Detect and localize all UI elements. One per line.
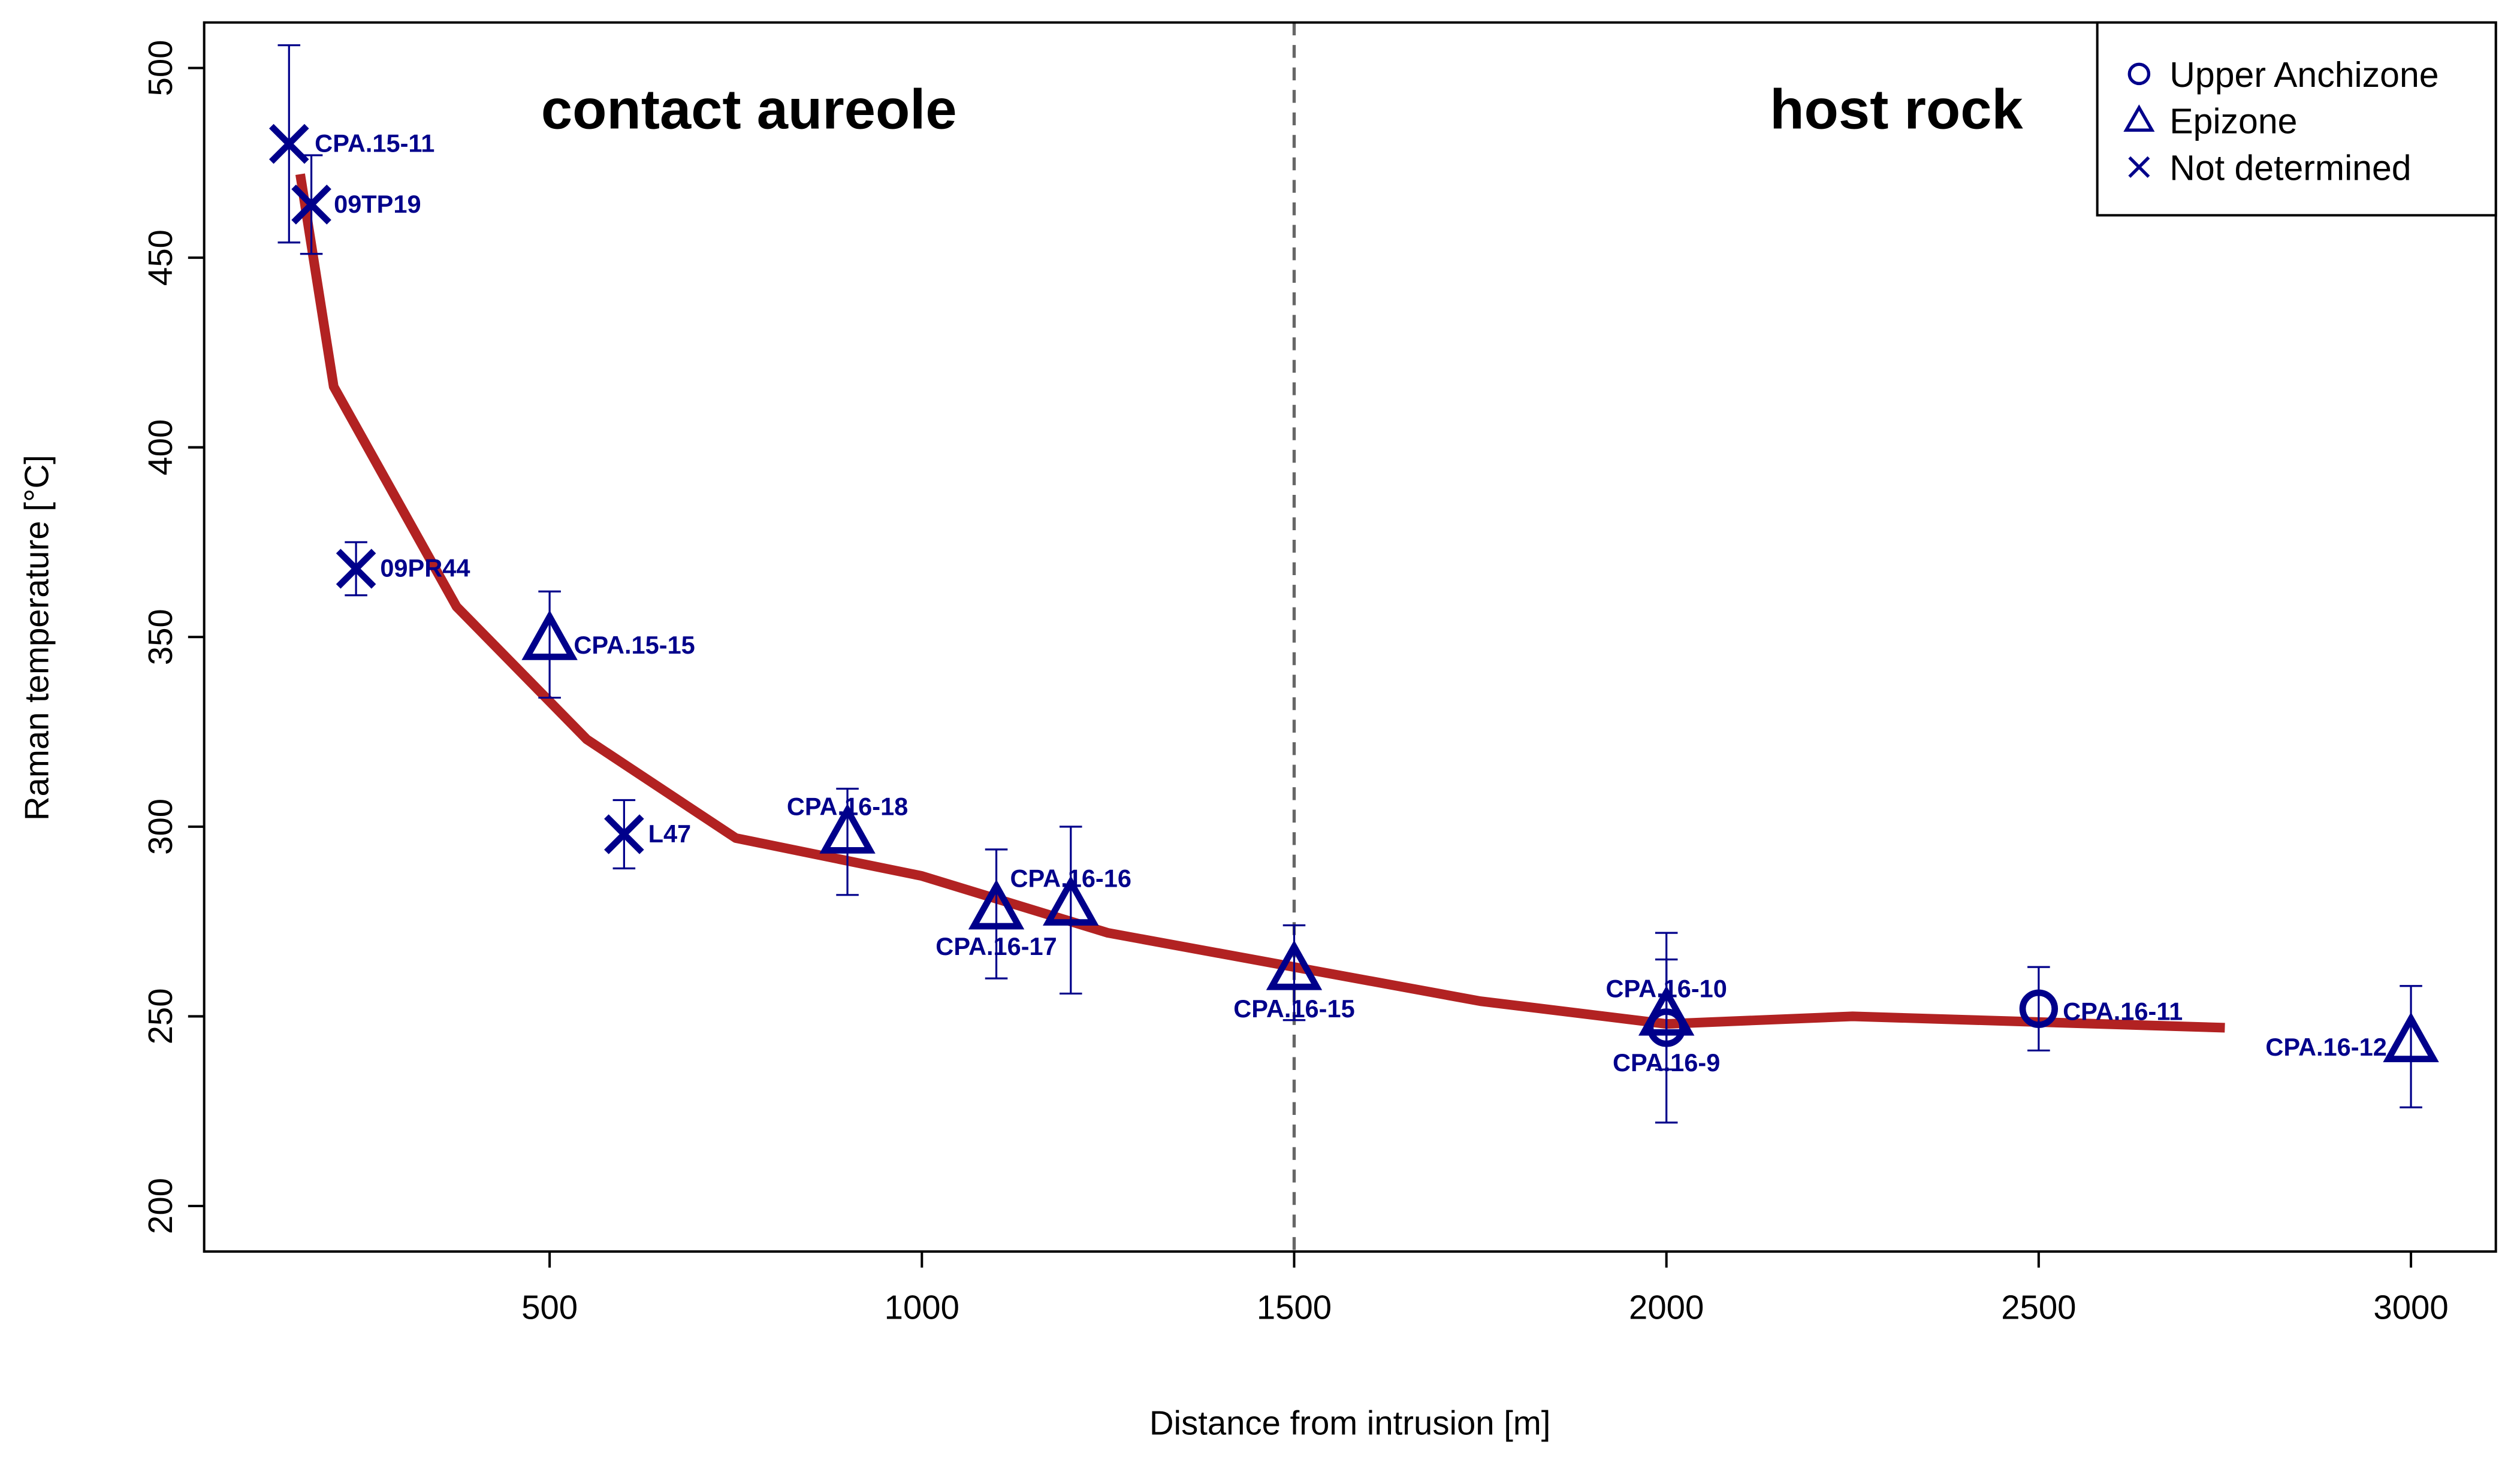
point xyxy=(1043,875,1099,926)
point-label: CPA.16-11 xyxy=(2063,998,2183,1026)
point xyxy=(291,185,331,225)
point-label: CPA.15-15 xyxy=(574,631,695,659)
point xyxy=(2383,1012,2439,1062)
point xyxy=(1647,1008,1686,1047)
error-bar xyxy=(2400,985,2422,1109)
point xyxy=(1638,986,1695,1036)
legend-marker xyxy=(2123,104,2155,132)
x-tick-label: 2000 xyxy=(1629,1289,1704,1326)
plot-frame xyxy=(203,21,2497,1253)
legend-marker xyxy=(2128,156,2150,178)
y-axis-label: Raman temperature [°C] xyxy=(18,455,56,821)
point-label: L47 xyxy=(648,820,692,848)
point-label: CPA.16-12 xyxy=(2265,1033,2386,1061)
x-tick-label: 2500 xyxy=(2001,1289,2076,1326)
legend-label: Not determined xyxy=(2169,148,2411,188)
legend-label: Epizone xyxy=(2169,102,2297,141)
y-tick-label: 250 xyxy=(141,988,179,1044)
legend-item: Not determined xyxy=(2128,148,2412,188)
annotation: contact aureole xyxy=(541,78,957,141)
y-tick-label: 400 xyxy=(141,419,179,476)
annotation: host rock xyxy=(1770,78,2023,141)
error-bar xyxy=(2027,966,2050,1052)
x-tick-label: 1000 xyxy=(885,1289,959,1326)
legend-item: Upper Anchizone xyxy=(2127,55,2439,95)
trend-line xyxy=(295,173,2225,1033)
point-label: CPA.16-18 xyxy=(787,792,908,820)
y-tick-label: 500 xyxy=(141,40,179,96)
point-label: CPA.16-17 xyxy=(935,932,1057,960)
point xyxy=(604,814,644,854)
y-tick-label: 350 xyxy=(141,609,179,665)
x-tick-label: 500 xyxy=(521,1289,578,1326)
error-bar xyxy=(538,590,561,699)
y-tick-label: 200 xyxy=(141,1178,179,1234)
point-label: CPA.16-9 xyxy=(1613,1048,1720,1077)
legend-box xyxy=(2096,21,2497,217)
legend-label: Upper Anchizone xyxy=(2169,55,2438,95)
point-label: 09TP19 xyxy=(334,190,421,218)
point xyxy=(336,549,376,589)
y-tick-label: 300 xyxy=(141,799,179,855)
point xyxy=(521,610,578,660)
x-tick-label: 1500 xyxy=(1257,1289,1332,1326)
legend-marker xyxy=(2127,62,2151,86)
point-label: CPA.16-15 xyxy=(1233,995,1354,1023)
point-label: CPA.16-10 xyxy=(1605,974,1727,1002)
point xyxy=(819,803,876,854)
error-bar xyxy=(985,848,1008,980)
x-axis-label: Distance from intrusion [m] xyxy=(1149,1404,1551,1442)
point-label: CPA.15-11 xyxy=(315,129,434,158)
point xyxy=(1266,940,1323,990)
x-tick-label: 3000 xyxy=(2373,1289,2448,1326)
error-bar xyxy=(1060,826,1082,995)
point xyxy=(2019,989,2059,1028)
point-label: CPA.16-16 xyxy=(1010,865,1131,893)
y-tick-label: 450 xyxy=(141,229,179,286)
point xyxy=(968,879,1025,930)
point-label: 09PR44 xyxy=(380,554,470,582)
point xyxy=(269,123,309,164)
legend-item: Epizone xyxy=(2123,102,2297,141)
